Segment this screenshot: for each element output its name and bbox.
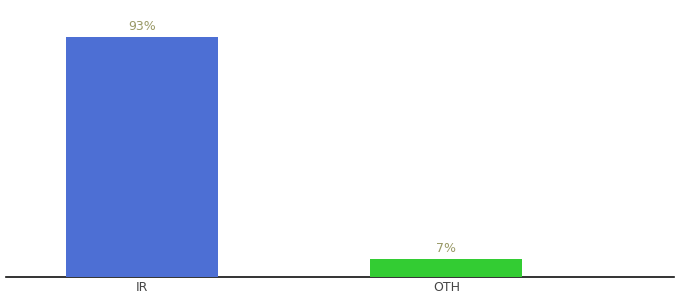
Text: 7%: 7% [437,242,456,255]
Bar [67,37,218,277]
Bar [371,259,522,277]
Text: 93%: 93% [129,20,156,33]
